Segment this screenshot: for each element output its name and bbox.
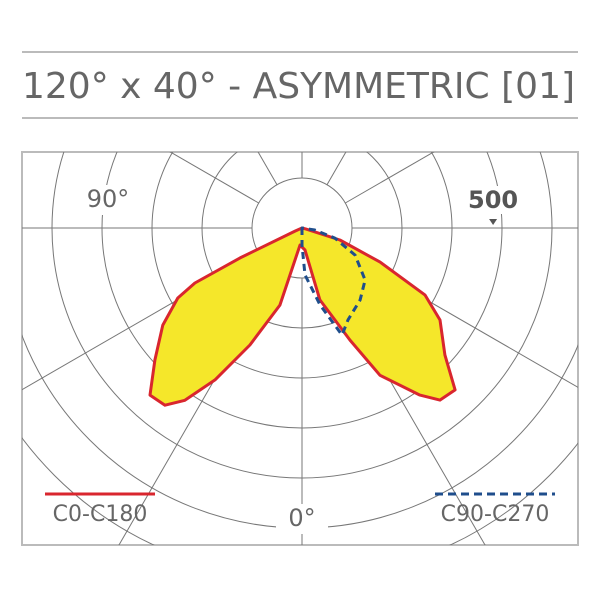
legend-label: C90-C270 [441,502,550,527]
series-curve [300,226,367,337]
chart-title: 120° x 40° - ASYMMETRIC [01] [22,66,575,107]
frame [21,151,579,546]
angle-tick-label: 90° [87,185,130,213]
plot [148,226,457,407]
label-bg [276,504,328,534]
label-bg [463,186,524,214]
spoke [345,152,435,204]
angle-tick-label: 0° [288,504,315,532]
series-curve [148,226,457,407]
spoke [169,152,259,204]
legend-label: C0-C180 [53,502,148,527]
r-tick-mark [489,219,498,225]
r-tick-label: 500 [468,186,518,214]
label-bg [82,185,134,215]
